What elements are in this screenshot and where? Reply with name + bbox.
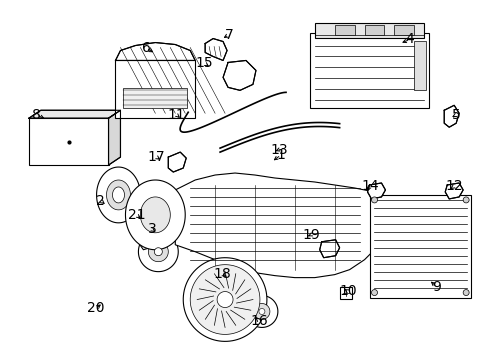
Polygon shape — [138, 232, 178, 272]
Polygon shape — [205, 39, 226, 60]
Text: 10: 10 — [338, 284, 356, 298]
Text: 19: 19 — [302, 228, 320, 242]
Bar — [29, 118, 108, 165]
Text: 21: 21 — [127, 208, 145, 222]
Polygon shape — [367, 183, 385, 199]
Text: 15: 15 — [195, 57, 213, 71]
Text: 1: 1 — [276, 148, 285, 162]
Polygon shape — [183, 258, 266, 341]
Polygon shape — [125, 180, 185, 250]
Polygon shape — [112, 187, 124, 203]
Bar — [339, 287, 351, 298]
Text: 5: 5 — [451, 108, 460, 122]
Text: 2: 2 — [96, 194, 105, 208]
Text: 17: 17 — [147, 150, 164, 164]
Polygon shape — [259, 309, 264, 315]
Polygon shape — [106, 180, 130, 210]
Polygon shape — [115, 42, 195, 60]
Polygon shape — [136, 228, 160, 250]
Bar — [309, 32, 428, 108]
Polygon shape — [108, 110, 120, 165]
Text: 3: 3 — [147, 222, 156, 237]
Polygon shape — [223, 60, 255, 90]
Bar — [394, 24, 413, 35]
Polygon shape — [371, 289, 377, 296]
Polygon shape — [148, 242, 168, 262]
Text: 14: 14 — [361, 179, 378, 193]
Bar — [369, 195, 470, 298]
Polygon shape — [168, 152, 186, 172]
Polygon shape — [154, 248, 162, 256]
Bar — [123, 88, 187, 108]
Bar — [334, 24, 354, 35]
Polygon shape — [215, 271, 228, 285]
Polygon shape — [29, 110, 120, 118]
Text: 4: 4 — [405, 32, 414, 46]
Text: 12: 12 — [444, 179, 462, 193]
Text: 8: 8 — [32, 108, 41, 122]
Polygon shape — [371, 197, 377, 203]
Text: 7: 7 — [224, 28, 233, 42]
Text: 13: 13 — [270, 143, 288, 157]
Text: 16: 16 — [250, 314, 267, 328]
Polygon shape — [208, 264, 236, 292]
Polygon shape — [462, 289, 468, 296]
Polygon shape — [444, 183, 462, 199]
Bar — [364, 24, 384, 35]
Text: 18: 18 — [213, 267, 231, 281]
Text: 6: 6 — [142, 41, 150, 55]
Bar — [314, 23, 424, 37]
Polygon shape — [175, 173, 374, 278]
Polygon shape — [140, 197, 170, 233]
Text: 20: 20 — [87, 301, 104, 315]
Polygon shape — [190, 265, 260, 334]
Polygon shape — [462, 197, 468, 203]
Bar — [413, 41, 426, 90]
Polygon shape — [217, 292, 233, 307]
Polygon shape — [443, 105, 458, 127]
Bar — [115, 60, 195, 118]
Polygon shape — [97, 167, 140, 223]
Polygon shape — [245, 296, 277, 328]
Polygon shape — [253, 303, 269, 319]
Polygon shape — [319, 240, 339, 258]
Text: 9: 9 — [431, 280, 441, 294]
Text: 11: 11 — [167, 108, 185, 122]
